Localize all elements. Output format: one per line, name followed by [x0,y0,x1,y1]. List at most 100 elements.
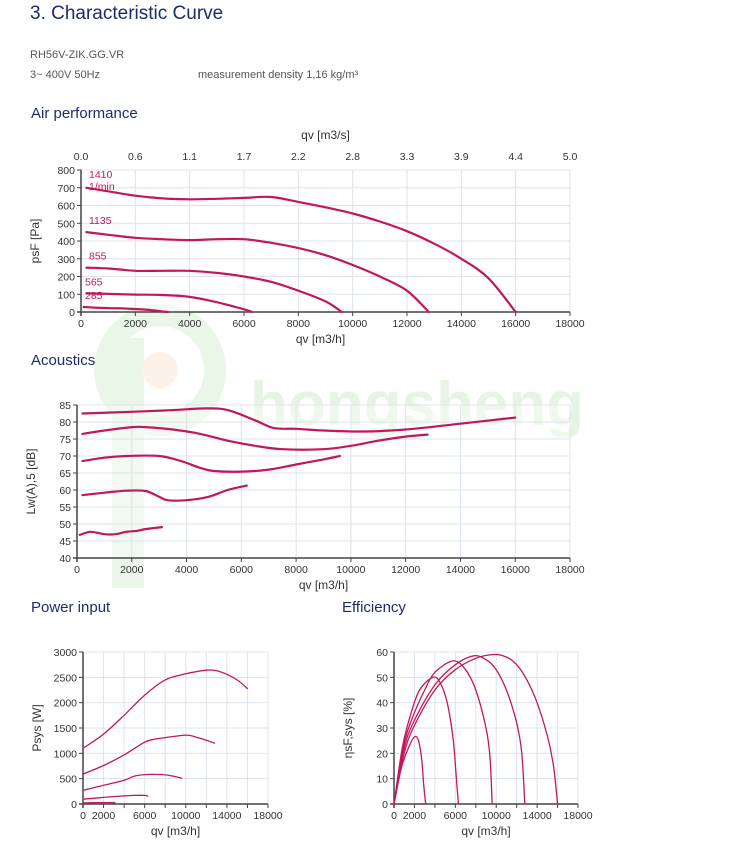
x2-tick-label: 3.3 [400,151,415,163]
x-tick-label: 18000 [253,810,282,822]
y-tick-label: 700 [57,183,75,195]
y-tick-label: 80 [59,417,71,429]
y-tick-label: 1000 [54,748,78,760]
y-tick-label: 800 [57,165,75,177]
y-tick-label: 50 [59,519,71,531]
curve-label-rpm: 1135 [89,215,112,227]
series-line-1410-1-min [393,653,559,805]
x-tick-label: 10000 [336,564,365,576]
supply-voltage: 3~ 400V 50Hz [30,69,101,81]
y-tick-label: 2000 [54,698,78,710]
y-axis-title: Psys [W] [30,704,44,751]
y-tick-label: 85 [59,400,71,412]
x2-axis-title: qv [m3/s] [301,128,350,142]
y-tick-label: 500 [57,218,75,230]
y-axis-title: Lw(A),5 [dB] [24,448,38,514]
series-line-565 [81,484,248,502]
measurement-density: measurement density 1,16 kg/m³ [198,69,359,81]
y-tick-label: 55 [59,502,71,514]
x-tick-label: 6000 [133,810,157,822]
x-tick-label: 8000 [287,318,311,330]
y-axis-title: ηsF,sys [%] [341,698,355,759]
y-tick-label: 70 [59,451,71,463]
x-tick-label: 4000 [178,318,202,330]
y-tick-label: 500 [59,774,77,786]
y-tick-label: 20 [376,748,388,760]
y-tick-label: 10 [376,774,388,786]
x-tick-label: 0 [391,810,397,822]
x-tick-label: 14000 [447,318,476,330]
y-tick-label: 60 [376,647,388,659]
x2-tick-label: 3.9 [454,151,469,163]
x-tick-label: 10000 [171,810,200,822]
series-line-565 [82,794,149,800]
x-tick-label: 14000 [212,810,241,822]
y-tick-label: 2500 [54,672,78,684]
series-line-1135 [81,425,429,451]
x2-tick-label: 2.2 [291,151,306,163]
x-tick-label: 16000 [501,564,530,576]
series-line-285 [393,735,427,805]
page-title: 3. Characteristic Curve [30,3,224,24]
y-tick-label: 40 [376,698,388,710]
section-title-efficiency: Efficiency [342,599,406,616]
x-tick-label: 2000 [92,810,116,822]
section-title-power-input: Power input [31,599,111,616]
x-tick-label: 2000 [124,318,148,330]
y-tick-label: 600 [57,201,75,213]
y-tick-label: 1500 [54,723,78,735]
y-tick-label: 100 [57,289,75,301]
x-tick-label: 16000 [501,318,530,330]
x2-tick-label: 4.4 [508,151,523,163]
x-tick-label: 14000 [446,564,475,576]
y-tick-label: 300 [57,254,75,266]
x-tick-label: 10000 [482,810,511,822]
x-tick-label: 6000 [232,318,256,330]
x2-tick-label: 0.0 [74,151,89,163]
x2-tick-label: 0.6 [128,151,143,163]
x-tick-label: 2000 [403,810,427,822]
series-line-285 [78,526,163,536]
x-tick-label: 8000 [284,564,308,576]
y-tick-label: 50 [376,672,388,684]
x-tick-label: 0 [78,318,84,330]
series-line-1410-1-min [85,186,517,314]
y-tick-label: 40 [59,553,71,565]
section-title-air-performance: Air performance [31,105,138,122]
curve-label-rpm: 855 [89,251,107,263]
series-line-855 [85,266,343,314]
x-tick-label: 4000 [175,564,199,576]
x-axis-title: qv [m3/h] [296,332,345,346]
curve-label-rpm: 285 [85,290,103,302]
x-tick-label: 10000 [338,318,367,330]
x-tick-label: 12000 [392,318,421,330]
series-line-855 [82,773,183,791]
y-tick-label: 400 [57,236,75,248]
x-tick-label: 2000 [120,564,144,576]
y-tick-label: 75 [59,434,71,446]
series-line-565 [393,676,460,805]
x-tick-label: 6000 [230,564,254,576]
x-tick-label: 0 [74,564,80,576]
y-tick-label: 65 [59,468,71,480]
x-tick-label: 12000 [391,564,420,576]
x-axis-title: qv [m3/h] [461,824,510,838]
y-tick-label: 45 [59,536,71,548]
series-line-1135 [82,734,216,775]
y-tick-label: 3000 [54,647,78,659]
x-tick-label: 6000 [444,810,468,822]
y-tick-label: 0 [71,799,77,811]
series-line-1410-1-min [81,407,517,433]
y-tick-label: 60 [59,485,71,497]
series-line-855 [81,454,341,473]
series-line-1135 [85,231,430,314]
x-tick-label: 18000 [563,810,592,822]
x2-tick-label: 1.1 [182,151,197,163]
series-line-1410-1-min [82,669,249,749]
y-tick-label: 200 [57,272,75,284]
x2-tick-label: 1.7 [237,151,252,163]
x-tick-label: 18000 [555,564,584,576]
